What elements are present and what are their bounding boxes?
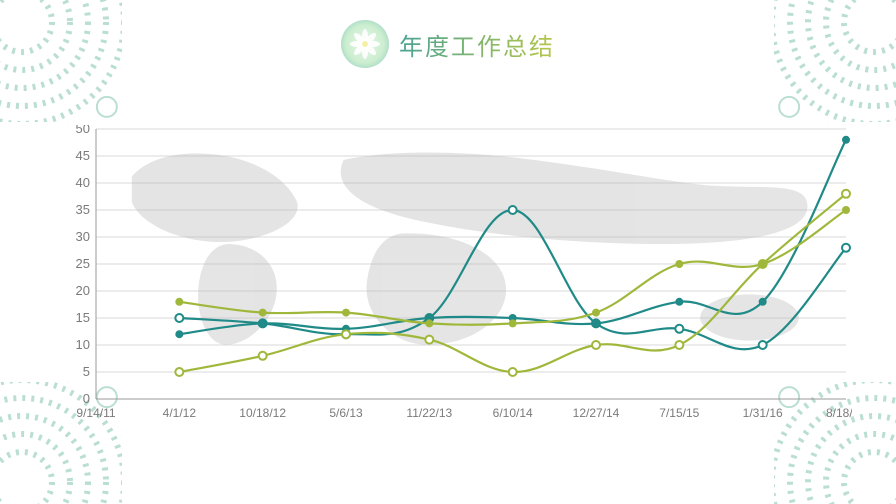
series-marker — [175, 314, 183, 322]
series-marker — [509, 206, 517, 214]
series-marker — [175, 368, 183, 376]
series-marker — [759, 298, 767, 306]
y-tick-label: 10 — [76, 337, 90, 352]
series-marker — [259, 319, 267, 327]
annual-line-chart: 0 5 10 15 20 25 30 35 40 45 50 9/14/11 4/1/12 10/18/1… — [60, 125, 852, 425]
y-tick-label: 0 — [83, 391, 90, 406]
series-marker — [509, 368, 517, 376]
x-tick-label: 8/18/16 — [826, 406, 852, 420]
series-marker — [342, 330, 350, 338]
y-tick-label: 15 — [76, 310, 90, 325]
y-tick-label: 20 — [76, 283, 90, 298]
series-marker — [509, 319, 517, 327]
series-marker — [842, 244, 850, 252]
y-tick-label: 5 — [83, 364, 90, 379]
y-tick-label: 30 — [76, 229, 90, 244]
series-marker — [675, 260, 683, 268]
x-tick-label: 10/18/12 — [239, 406, 286, 420]
series-marker — [425, 336, 433, 344]
series-marker — [342, 309, 350, 317]
x-tick-label: 1/31/16 — [743, 406, 783, 420]
lotus-logo-icon — [341, 20, 389, 68]
x-tick-label: 4/1/12 — [163, 406, 197, 420]
series-marker — [842, 190, 850, 198]
series-marker — [592, 309, 600, 317]
series-marker — [759, 341, 767, 349]
x-tick-label: 5/6/13 — [329, 406, 363, 420]
y-tick-label: 45 — [76, 148, 90, 163]
series-marker — [675, 325, 683, 333]
x-tick-label: 11/22/13 — [406, 406, 452, 420]
x-tick-label: 9/14/11 — [76, 406, 115, 420]
x-tick-label: 7/15/15 — [659, 406, 699, 420]
series-marker — [592, 341, 600, 349]
series-marker — [675, 341, 683, 349]
series-marker — [842, 206, 850, 214]
series-marker — [592, 319, 600, 327]
series-marker — [675, 298, 683, 306]
y-tick-label: 40 — [76, 175, 90, 190]
series-marker — [259, 352, 267, 360]
series-marker — [175, 298, 183, 306]
series-marker — [425, 319, 433, 327]
series-marker — [175, 330, 183, 338]
x-tick-label: 6/10/14 — [493, 406, 533, 420]
series-marker — [842, 136, 850, 144]
y-tick-label: 35 — [76, 202, 90, 217]
header: 年度工作总结 — [0, 20, 896, 68]
series-marker — [259, 309, 267, 317]
series-marker — [759, 260, 767, 268]
x-tick-label: 12/27/14 — [573, 406, 620, 420]
y-tick-label: 50 — [76, 125, 90, 136]
page-title: 年度工作总结 — [399, 27, 555, 62]
y-tick-label: 25 — [76, 256, 90, 271]
